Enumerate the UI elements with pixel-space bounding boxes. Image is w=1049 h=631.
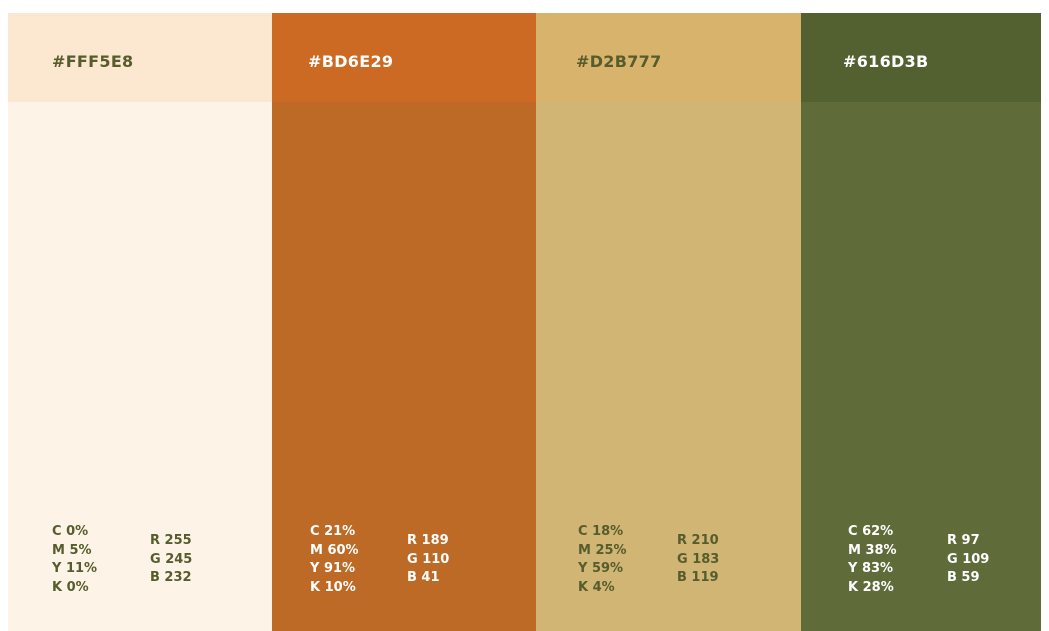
swatch-body	[536, 102, 801, 631]
rgb-value: B 119	[677, 570, 719, 585]
rgb-value: R 189	[407, 533, 449, 548]
cmyk-value: C 18%	[578, 524, 624, 539]
cmyk-value: K 4%	[578, 579, 615, 595]
hex-code: #D2B777	[576, 52, 662, 71]
swatch-header	[272, 13, 536, 102]
swatch-body	[8, 102, 272, 631]
swatch: #D2B777 C 18% M 25% Y 59% K 4% R 210 G 1…	[536, 13, 801, 631]
cmyk: C 21% M 60% Y 91% K 10%	[310, 523, 359, 597]
rgb-value: R 255	[150, 533, 192, 548]
cmyk-value: M 60%	[310, 542, 359, 558]
cmyk-value: C 21%	[310, 524, 356, 539]
cmyk-value: Y 83%	[848, 561, 894, 576]
swatch: #FFF5E8 C 0% M 5% Y 11% K 0% R 255 G 245…	[8, 13, 272, 631]
rgb-value: G 183	[677, 551, 720, 567]
cmyk-value: K 10%	[310, 579, 356, 595]
swatch-header	[801, 13, 1041, 102]
swatch: #BD6E29 C 21% M 60% Y 91% K 10% R 189 G …	[272, 13, 536, 631]
cmyk-value: Y 91%	[310, 561, 356, 576]
cmyk-value: K 28%	[848, 579, 894, 595]
cmyk: C 62% M 38% Y 83% K 28%	[848, 523, 897, 597]
rgb-value: R 210	[677, 533, 719, 548]
swatch-header	[8, 13, 272, 102]
rgb: R 97 G 109 B 59	[947, 532, 989, 588]
rgb-value: R 97	[947, 533, 980, 548]
rgb-value: B 232	[150, 570, 192, 585]
swatch-header	[536, 13, 801, 102]
hex-code: #FFF5E8	[52, 52, 134, 71]
cmyk-value: M 5%	[52, 542, 92, 558]
rgb-value: G 245	[150, 551, 193, 567]
swatch: #616D3B C 62% M 38% Y 83% K 28% R 97 G 1…	[801, 13, 1041, 631]
cmyk-value: Y 59%	[578, 561, 624, 576]
hex-code: #616D3B	[843, 52, 929, 71]
swatch-body	[801, 102, 1041, 631]
rgb-value: G 109	[947, 551, 990, 567]
cmyk-value: Y 11%	[52, 561, 98, 576]
rgb-value: G 110	[407, 551, 450, 567]
cmyk-value: C 62%	[848, 524, 894, 539]
cmyk-value: C 0%	[52, 524, 89, 539]
hex-code: #BD6E29	[308, 52, 394, 71]
cmyk-value: M 38%	[848, 542, 897, 558]
cmyk-value: M 25%	[578, 542, 627, 558]
cmyk-value: K 0%	[52, 579, 89, 595]
rgb: R 255 G 245 B 232	[150, 532, 192, 588]
cmyk: C 0% M 5% Y 11% K 0%	[52, 523, 97, 597]
rgb-value: B 41	[407, 570, 440, 585]
rgb: R 210 G 183 B 119	[677, 532, 719, 588]
rgb: R 189 G 110 B 41	[407, 532, 449, 588]
rgb-value: B 59	[947, 570, 980, 585]
cmyk: C 18% M 25% Y 59% K 4%	[578, 523, 627, 597]
swatch-body	[272, 102, 536, 631]
